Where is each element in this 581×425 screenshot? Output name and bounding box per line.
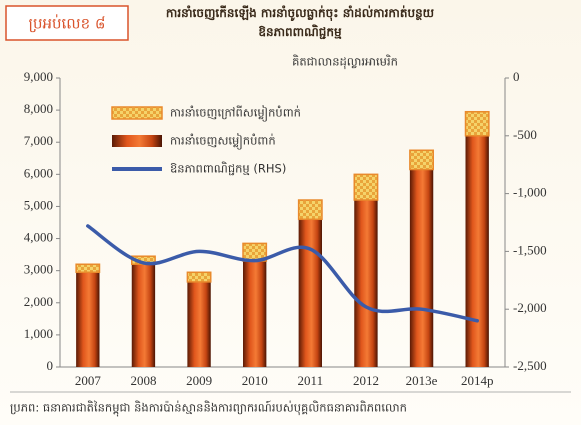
y-tick-label: 3,000 [24, 262, 53, 277]
title-wrap: ការនាំចេញកើនឡើង ការនាំចូលធ្លាក់ចុះ នាំដល… [165, 6, 435, 39]
x-tick-label: 2011 [298, 373, 324, 388]
bar-segment [409, 169, 434, 367]
x-tick-label: 2013e [406, 373, 438, 388]
x-tick-label: 2008 [130, 373, 156, 388]
x-tick-label: 2012 [353, 373, 379, 388]
y2-tick-label: -2,500 [513, 358, 547, 373]
box-label-frame [5, 5, 129, 41]
x-tick-label: 2010 [242, 373, 268, 388]
x-tick-label: 2007 [75, 373, 102, 388]
source-note: ប្រភព: ធនាគារជាតិនៃកម្ពុជា និងការប៉ាន់ស្… [10, 401, 407, 418]
y-tick-label: 7,000 [24, 133, 53, 148]
y-tick-label: 0 [47, 358, 54, 373]
y-tick-label: 5,000 [24, 197, 53, 212]
bar-segment [409, 149, 434, 171]
y2-tick-label: 0 [513, 69, 520, 84]
bar-segment [354, 200, 378, 367]
bar-segment [243, 261, 267, 367]
chart-title: ការនាំចេញកើនឡើង ការនាំចូលធ្លាក់ចុះ នាំដល… [165, 6, 435, 39]
legend-swatch [111, 106, 163, 120]
legend-label: ការនាំចេញក្រៅពីសម្លៀកបំពាក់ [170, 105, 301, 123]
bar-segment [298, 219, 322, 367]
x-tick-label: 2009 [186, 373, 212, 388]
bar-segment [464, 110, 490, 137]
chart-subtitle: គិតជាលានដុល្លារអាមេរិក [292, 55, 398, 70]
y2-tick-label: -2,000 [513, 300, 547, 315]
legend-label: ឱនភាពពាណិជ្ជកម្ម (RHS) [170, 162, 286, 176]
y-tick-label: 9,000 [24, 69, 53, 84]
y2-tick-label: -500 [513, 127, 537, 142]
y2-tick-label: -1,000 [513, 185, 547, 200]
legend-label: ការនាំចេញសម្លៀកបំពាក់ [170, 133, 276, 151]
y-tick-label: 4,000 [24, 230, 53, 245]
bar-segment [131, 264, 156, 367]
bar-segment [186, 271, 212, 283]
line-series [86, 224, 479, 323]
bar-segment [465, 135, 489, 367]
bar-segment [75, 263, 101, 274]
y2-tick-label: -1,500 [513, 242, 547, 257]
legend-swatch [112, 135, 162, 147]
bar-segment [76, 272, 100, 367]
y-tick-label: 2,000 [24, 294, 53, 309]
y-tick-label: 1,000 [24, 326, 53, 341]
bar-segment [187, 281, 211, 367]
bar-segment [297, 199, 323, 221]
y-tick-label: 8,000 [24, 101, 53, 116]
y-tick-label: 6,000 [24, 165, 53, 180]
bar-segment [353, 173, 379, 201]
box-label: ប្រអប់លេខ ៨ [29, 14, 106, 33]
x-tick-label: 2014p [461, 373, 494, 388]
